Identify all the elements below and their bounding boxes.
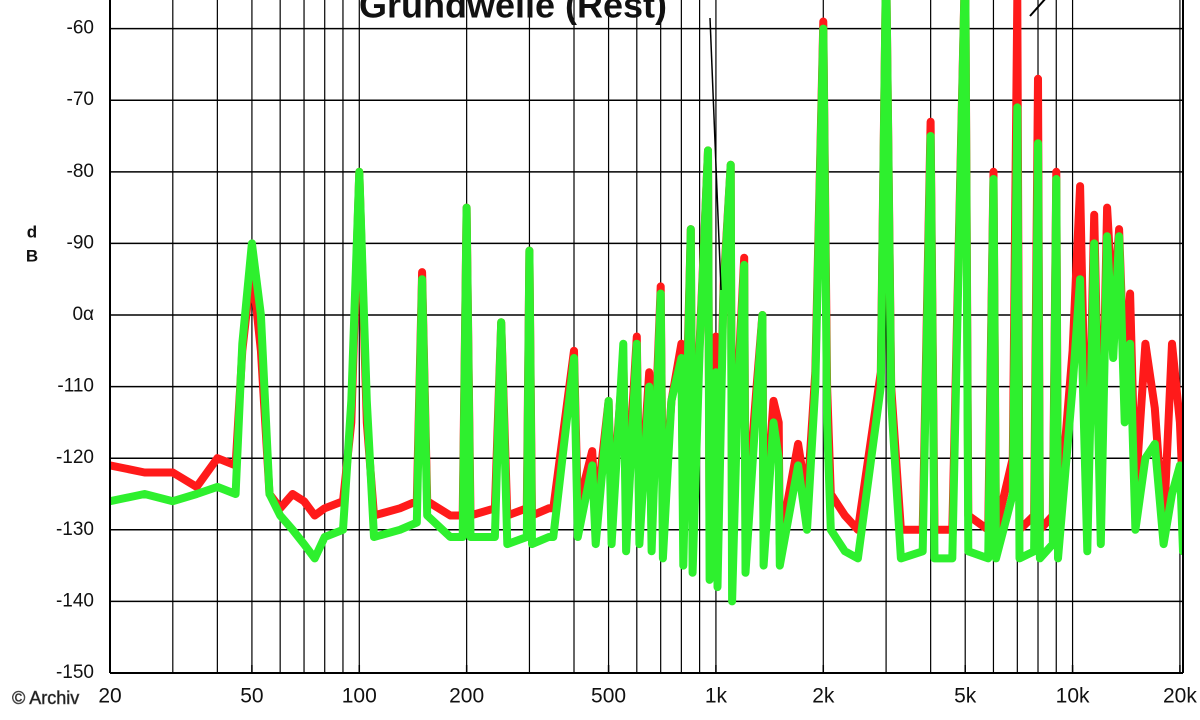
y-tick-label: -130: [56, 519, 94, 540]
series-line: [110, 0, 1183, 606]
credit: © Archiv: [12, 688, 79, 708]
x-tick-label: 20k: [1163, 685, 1197, 708]
x-tick-label: 200: [449, 685, 484, 708]
x-tick-label: 2k: [812, 685, 835, 708]
y-tick-label: -90: [67, 232, 94, 253]
x-tick-label: 10k: [1056, 685, 1090, 708]
chart-title: Grundwelle (Rest): [359, 0, 667, 26]
y-tick-label: 0α: [72, 304, 94, 325]
x-tick-label: 20: [98, 685, 121, 708]
annotation-line: [1029, 0, 1046, 17]
x-tick-label: 1k: [705, 685, 728, 708]
y-tick-label: -150: [56, 662, 94, 683]
plot-area: [110, 0, 1183, 606]
x-tick-label: 100: [342, 685, 377, 708]
y-tick-label: -60: [67, 18, 94, 39]
x-tick-label: 5k: [954, 685, 977, 708]
y-tick-label: -110: [57, 376, 94, 397]
x-tick-label: 500: [591, 685, 626, 708]
y-tick-label: -120: [56, 447, 94, 468]
y-axis-label: B: [26, 246, 38, 265]
y-tick-label: -140: [56, 590, 94, 611]
annotation-line: [709, 17, 722, 291]
y-tick-label: -80: [67, 161, 94, 182]
x-tick-label: 50: [240, 685, 263, 708]
y-tick-label: -70: [67, 89, 94, 110]
y-axis-label: d: [27, 222, 37, 241]
